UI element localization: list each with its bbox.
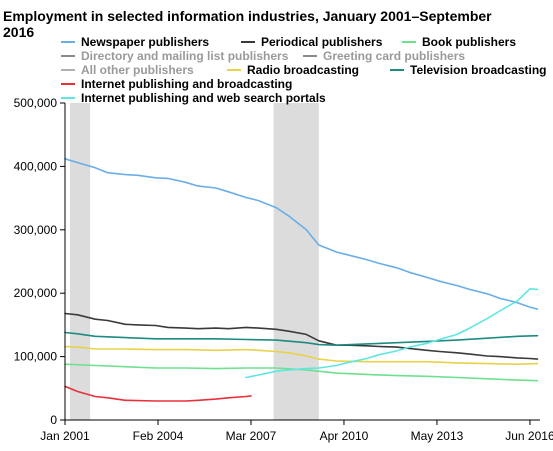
legend: Newspaper publishers Periodical publisher… [61, 35, 546, 105]
series-line-2 [64, 312, 539, 360]
legend-item-10[interactable]: Internet publishing and web search porta… [81, 91, 326, 105]
y-tick-label: 200,000 [14, 286, 58, 300]
legend-item-5[interactable]: Greeting card publishers [323, 49, 465, 63]
series-line-9 [64, 385, 252, 402]
x-tick-label: Mar 2007 [226, 429, 277, 443]
x-tick-label: Feb 2004 [133, 429, 184, 443]
legend-item-8[interactable]: Television broadcasting [410, 63, 546, 77]
series-line-7 [64, 345, 539, 365]
legend-item-7[interactable]: Radio broadcasting [247, 63, 359, 77]
y-tick-label: 300,000 [14, 223, 58, 237]
x-tick-label: Apr 2010 [320, 429, 369, 443]
recession-shading [70, 103, 319, 420]
legend-item-9[interactable]: Internet publishing and broadcasting [81, 77, 292, 91]
chart-title-line-1: Employment in selected information indus… [3, 8, 492, 24]
legend-item-3[interactable]: Book publishers [422, 35, 516, 49]
y-tick-label: 500,000 [14, 96, 58, 110]
recession-band-2 [273, 103, 319, 420]
x-tick-label: Jun 2016 [505, 429, 553, 443]
x-tick-label: May 2013 [411, 429, 464, 443]
series-lines [64, 158, 539, 402]
legend-item-2[interactable]: Periodical publishers [261, 35, 383, 49]
series-line-1 [64, 158, 539, 310]
legend-item-1[interactable]: Newspaper publishers [81, 35, 209, 49]
legend-item-6[interactable]: All other publishers [81, 63, 194, 77]
series-line-8 [64, 331, 539, 346]
series-line-10 [245, 288, 539, 379]
y-tick-label: 100,000 [14, 350, 58, 364]
y-tick-label: 0 [50, 413, 57, 427]
series-line-3 [64, 363, 539, 382]
chart-title-line-2: 2016 [3, 24, 34, 40]
legend-item-4[interactable]: Directory and mailing list publishers [81, 49, 289, 63]
x-tick-label: Jan 2001 [40, 429, 90, 443]
axes: 0 100,000 200,000 300,000 400,000 500,000 Jan … [14, 96, 553, 443]
recession-band-1 [70, 103, 91, 420]
y-tick-label: 400,000 [14, 159, 58, 173]
